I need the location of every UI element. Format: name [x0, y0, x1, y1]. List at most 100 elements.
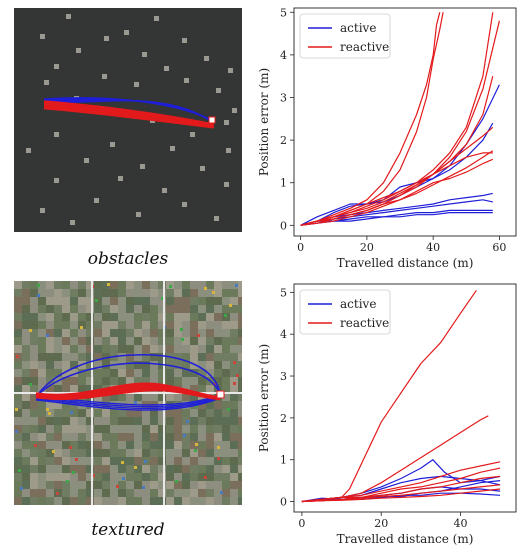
texture-tile	[198, 409, 206, 417]
texture-tile	[54, 473, 62, 481]
reactive-series-line	[301, 467, 501, 503]
texture-tile	[78, 281, 86, 289]
texture-tile	[158, 313, 166, 321]
texture-speck	[16, 355, 19, 358]
texture-tile	[54, 305, 62, 313]
texture-tile	[110, 449, 118, 457]
texture-tile	[174, 409, 182, 417]
texture-tile	[222, 497, 230, 505]
texture-tile	[142, 489, 150, 497]
texture-tile	[182, 449, 190, 457]
texture-tile	[150, 417, 158, 425]
reactive-series-line	[300, 152, 493, 226]
texture-tile	[182, 473, 190, 481]
texture-tile	[38, 425, 46, 433]
texture-tile	[118, 489, 126, 497]
texture-tile	[46, 433, 54, 441]
y-tick-label: 0	[280, 219, 287, 232]
texture-tile	[238, 369, 242, 377]
texture-tile	[110, 321, 118, 329]
texture-speck	[186, 420, 189, 423]
y-axis-label: Position error (m)	[257, 68, 271, 176]
texture-tile	[86, 377, 94, 385]
texture-tile	[174, 281, 182, 289]
texture-tile	[206, 353, 214, 361]
texture-tile	[166, 313, 174, 321]
texture-tile	[222, 401, 230, 409]
texture-tile	[142, 305, 150, 313]
texture-tile	[70, 441, 78, 449]
texture-tile	[38, 481, 46, 489]
texture-tile	[46, 305, 54, 313]
texture-speck	[142, 486, 145, 489]
texture-tile	[110, 297, 118, 305]
texture-tile	[126, 393, 134, 401]
texture-tile	[86, 337, 94, 345]
texture-tile	[38, 441, 46, 449]
texture-tile	[190, 473, 198, 481]
texture-tile	[102, 441, 110, 449]
obstacle-marker	[54, 64, 59, 69]
texture-tile	[158, 353, 166, 361]
obstacle-marker	[216, 88, 221, 93]
texture-tile	[174, 337, 182, 345]
texture-tile	[142, 377, 150, 385]
texture-tile	[86, 457, 94, 465]
goal-marker	[216, 390, 225, 399]
texture-tile	[230, 425, 238, 433]
texture-tile	[62, 313, 70, 321]
texture-tile	[70, 465, 78, 473]
texture-tile	[182, 489, 190, 497]
texture-tile	[230, 369, 238, 377]
texture-tile	[198, 457, 206, 465]
texture-tile	[86, 345, 94, 353]
texture-tile	[158, 441, 166, 449]
texture-tile	[14, 449, 22, 457]
texture-tile	[46, 481, 54, 489]
texture-tile	[166, 321, 174, 329]
texture-tile	[238, 313, 242, 321]
texture-tile	[142, 497, 150, 505]
texture-speck	[236, 374, 239, 377]
texture-tile	[230, 497, 238, 505]
texture-tile	[126, 329, 134, 337]
texture-tile	[62, 385, 70, 393]
texture-tile	[102, 497, 110, 505]
texture-tile	[158, 409, 166, 417]
texture-tile	[150, 289, 158, 297]
texture-tile	[166, 345, 174, 353]
texture-tile	[14, 441, 22, 449]
texture-tile	[86, 361, 94, 369]
texture-tile	[118, 337, 126, 345]
texture-tile	[134, 417, 142, 425]
texture-tile	[150, 345, 158, 353]
texture-tile	[62, 369, 70, 377]
obstacle-marker	[182, 202, 187, 207]
texture-tile	[190, 497, 198, 505]
texture-tile	[214, 433, 222, 441]
reactive-series-line	[300, 12, 441, 226]
texture-tile	[78, 473, 86, 481]
texture-tile	[198, 425, 206, 433]
texture-tile	[110, 465, 118, 473]
texture-tile	[214, 473, 222, 481]
texture-tile	[30, 473, 38, 481]
reactive-trajectory	[43, 106, 215, 128]
texture-tile	[190, 329, 198, 337]
reactive-series-line	[300, 150, 494, 226]
texture-tile	[190, 337, 198, 345]
texture-tile	[94, 441, 102, 449]
texture-tile	[46, 449, 54, 457]
texture-speck	[29, 383, 32, 386]
texture-tile	[14, 369, 22, 377]
texture-tile	[142, 337, 150, 345]
texture-tile	[22, 449, 30, 457]
texture-tile	[238, 281, 242, 289]
texture-tile	[14, 329, 22, 337]
texture-tile	[102, 313, 110, 321]
texture-tile	[238, 393, 242, 401]
active-trajectory	[35, 362, 221, 398]
texture-tile	[126, 457, 134, 465]
texture-tile	[190, 393, 198, 401]
texture-tile	[30, 289, 38, 297]
